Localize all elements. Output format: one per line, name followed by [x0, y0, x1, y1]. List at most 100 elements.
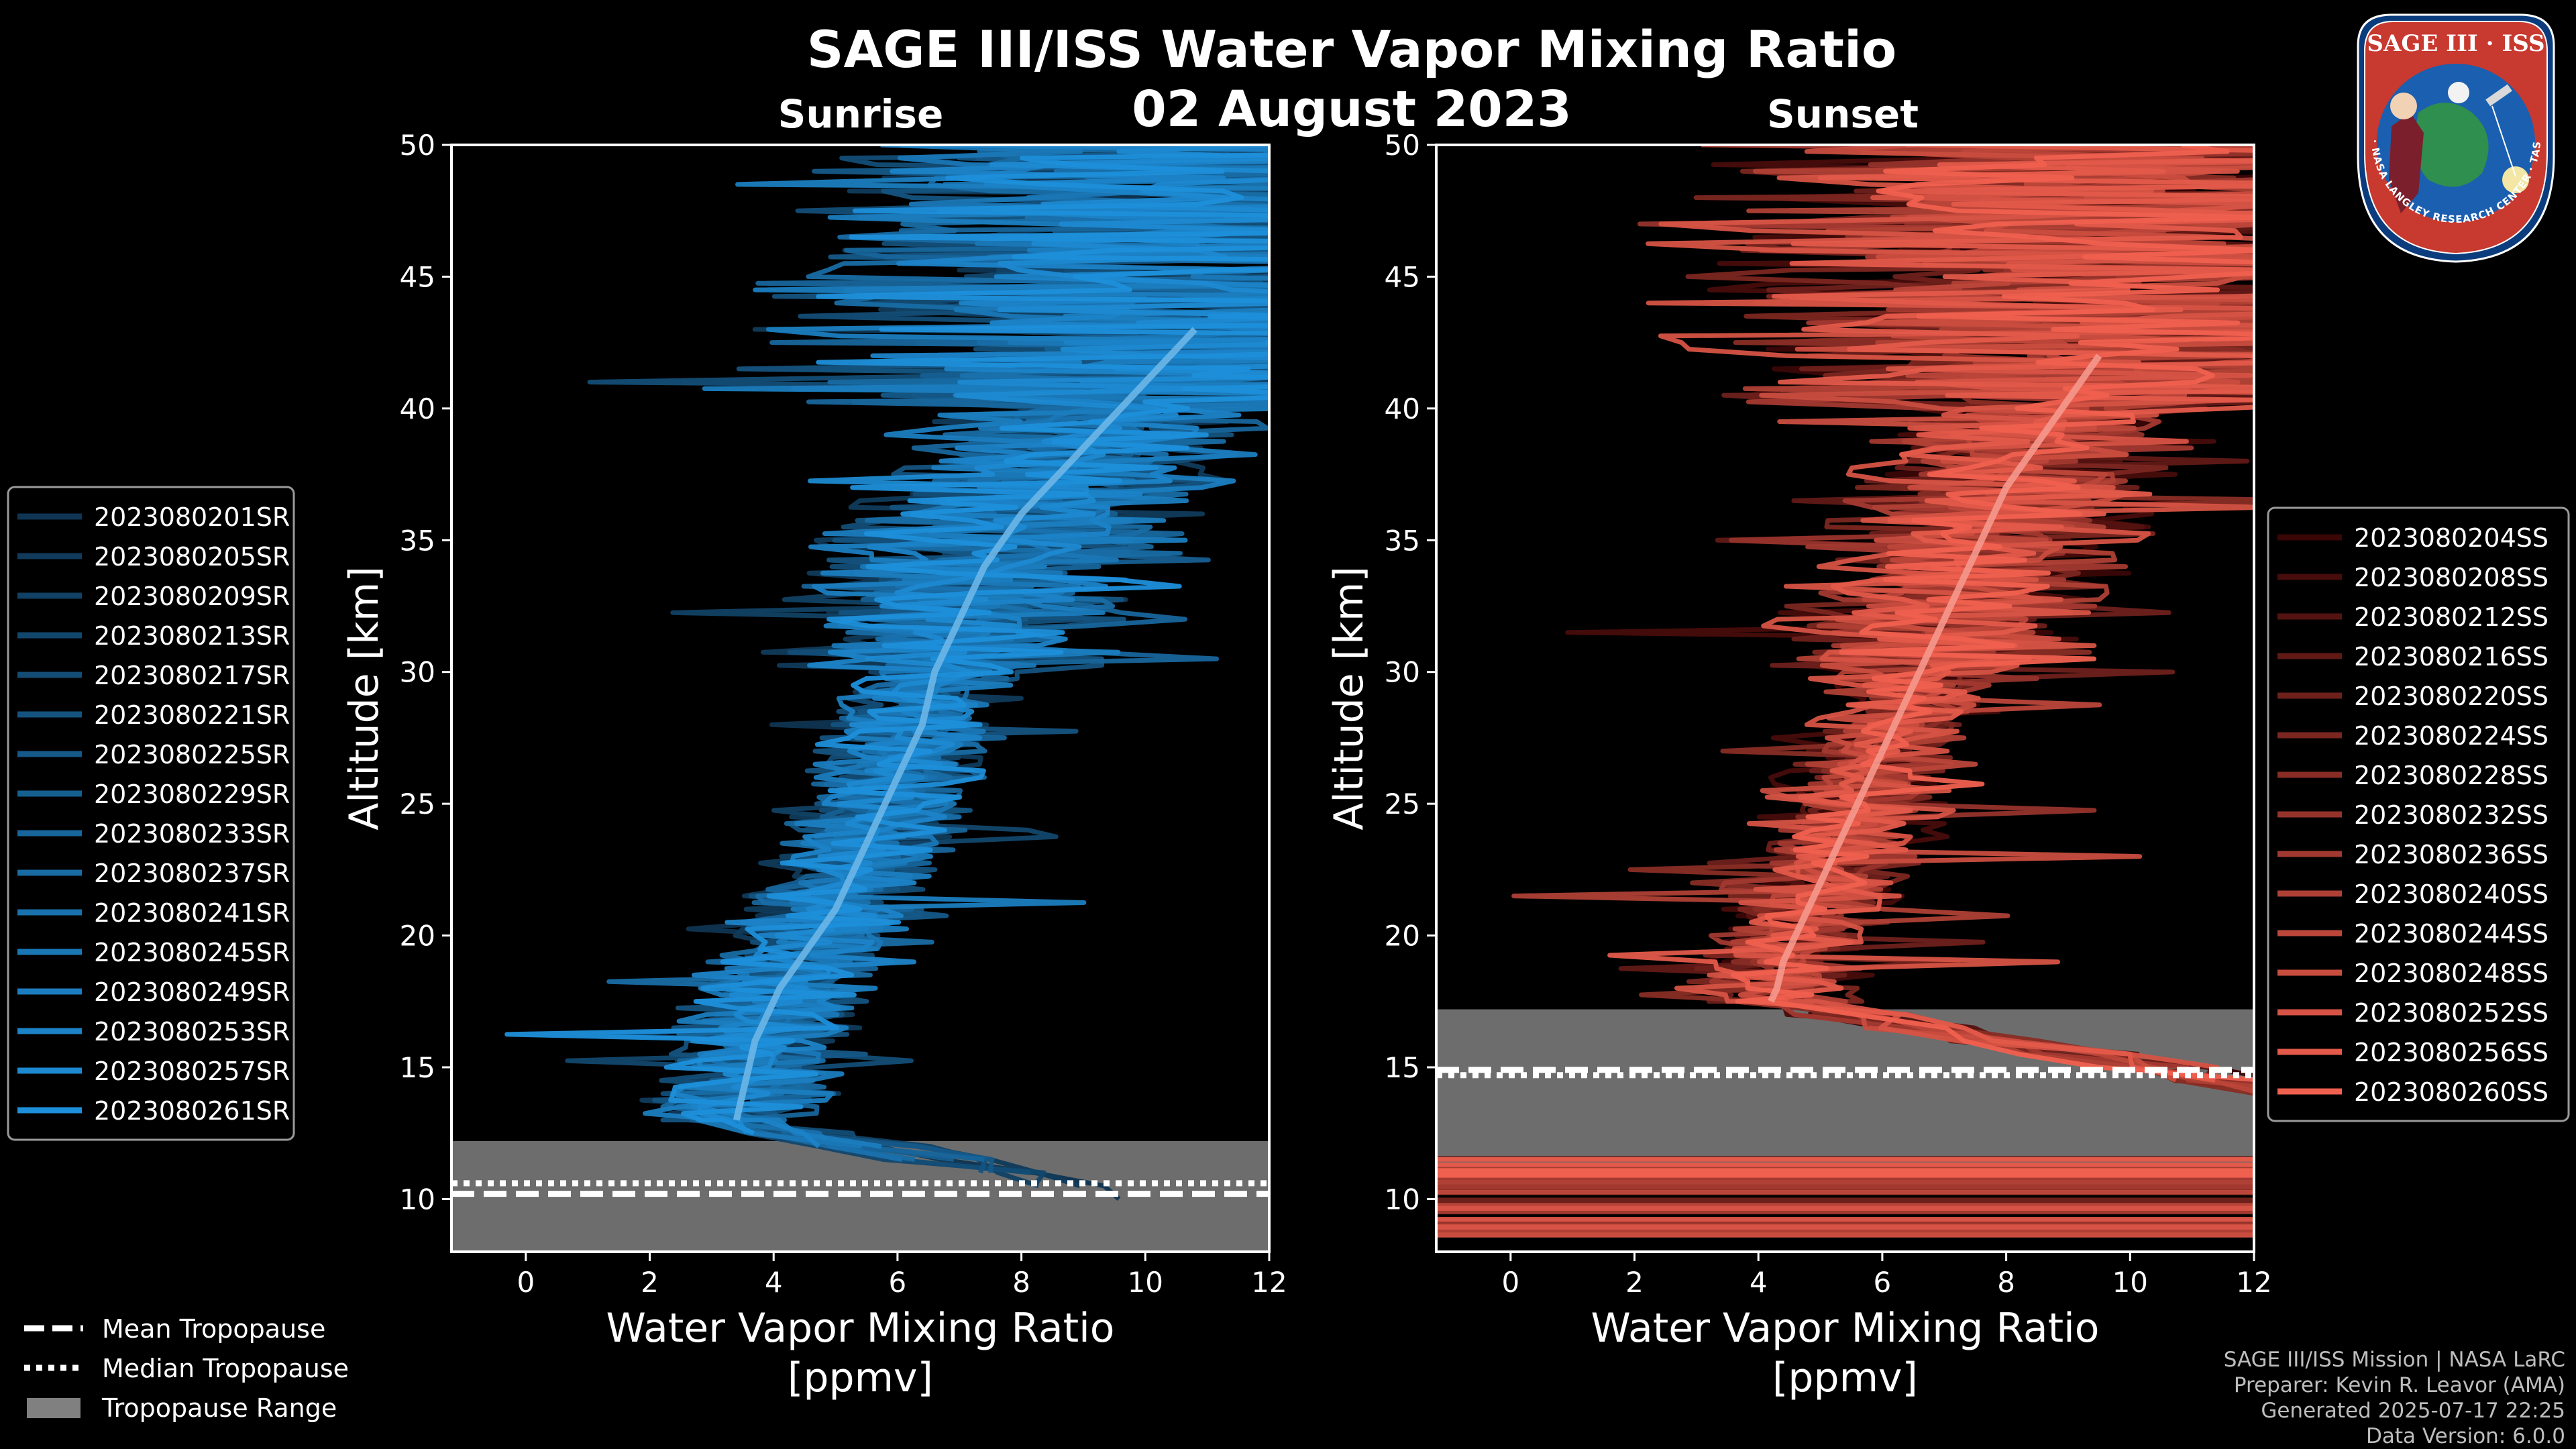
- legend-entry: 2023080256SS: [2354, 1038, 2548, 1067]
- legend-entry: 2023080237SR: [94, 859, 290, 888]
- profile-line-2023080261SR: [504, 152, 1269, 1136]
- y-tick-label: 30: [1385, 656, 1420, 689]
- y-tick-label: 35: [400, 524, 435, 557]
- y-tick-label: 40: [1385, 392, 1420, 425]
- sunrise-panel-title: Sunrise: [778, 91, 944, 137]
- x-tick-label: 4: [1750, 1266, 1768, 1299]
- y-tick-label: 10: [400, 1183, 435, 1216]
- y-tick-label: 35: [1385, 524, 1420, 557]
- x-axis-label: Water Vapor Mixing Ratio: [1591, 1305, 2100, 1352]
- legend-entry: 2023080240SS: [2354, 879, 2548, 909]
- legend-entry: 2023080244SS: [2354, 919, 2548, 949]
- y-axis-label: Altitude [km]: [341, 566, 388, 830]
- x-axis-label: Water Vapor Mixing Ratio: [606, 1305, 1115, 1352]
- x-tick-label: 8: [1997, 1266, 2015, 1299]
- legend-entry: 2023080229SR: [94, 780, 290, 809]
- x-tick-label: 12: [1251, 1266, 1287, 1299]
- credit-preparer: Preparer: Kevin R. Leavor (AMA): [2233, 1373, 2565, 1397]
- sunset-panel: 10 15 20 25 30 35 40 45 50 0 2 4 6 8 10 12 Water Vapor M…: [1326, 129, 2272, 1401]
- legend-entry: 2023080245SR: [94, 938, 290, 967]
- y-tick-label: 50: [400, 129, 435, 162]
- x-tick-label: 10: [2112, 1266, 2148, 1299]
- legend-entry: 2023080236SS: [2354, 840, 2548, 869]
- credit-data-version: Data Version: 6.0.0: [2365, 1424, 2565, 1448]
- legend-entry: 2023080257SR: [94, 1057, 290, 1086]
- tropopause-range-band: [1436, 1009, 2254, 1165]
- credit-generated: Generated 2025-07-17 22:25: [2261, 1399, 2565, 1423]
- sunset-legend: 2023080204SS 2023080208SS 2023080212SS 2023…: [2267, 506, 2570, 1122]
- y-axis-label: Altitude [km]: [1326, 566, 1373, 830]
- tropopause-legend: Mean Tropopause Median Tropopause Tropopau…: [24, 1314, 349, 1423]
- x-tick-label: 0: [517, 1266, 535, 1299]
- x-tick-label: 2: [1625, 1266, 1644, 1299]
- sunset-panel-title: Sunset: [1767, 91, 1919, 137]
- legend-entry: 2023080208SS: [2354, 563, 2548, 592]
- legend-entry: 2023080225SR: [94, 740, 290, 769]
- x-tick-label: 6: [889, 1266, 907, 1299]
- credits-block: SAGE III/ISS Mission | NASA LaRC Prepare…: [2224, 1347, 2565, 1449]
- legend-entry: 2023080221SR: [94, 700, 290, 730]
- median-tropopause-legend-label: Median Tropopause: [102, 1354, 349, 1383]
- plot-frame: [450, 144, 1271, 1253]
- x-tick-label: 6: [1874, 1266, 1892, 1299]
- legend-entry: 2023080260SS: [2354, 1077, 2548, 1107]
- x-tick-label: 8: [1012, 1266, 1030, 1299]
- legend-entry: 2023080209SR: [94, 582, 290, 611]
- legend-entry: 2023080249SR: [94, 977, 290, 1007]
- y-tick-label: 20: [400, 920, 435, 953]
- average-profile-line: [1768, 354, 2102, 1003]
- x-axis-label-unit: [ppmv]: [788, 1354, 933, 1401]
- legend-frame: [7, 486, 295, 1141]
- sunrise-panel: 10 15 20 25 30 35 40 45 50 0 2 4 6 8 10 12 Water Vapor M…: [341, 129, 1287, 1401]
- x-tick-label: 4: [765, 1266, 783, 1299]
- plot-area: [451, 145, 1269, 1252]
- sunrise-legend: 2023080201SR 2023080205SR 2023080209SR 2023…: [7, 486, 295, 1141]
- x-axis-label-unit: [ppmv]: [1772, 1354, 1918, 1401]
- legend-entry: 2023080205SR: [94, 542, 290, 572]
- y-tick-label: 10: [1385, 1183, 1420, 1216]
- legend-entry: 2023080216SS: [2354, 642, 2548, 672]
- x-tick-label: 0: [1501, 1266, 1519, 1299]
- legend-entry: 2023080248SS: [2354, 959, 2548, 988]
- y-tick-label: 45: [400, 260, 435, 293]
- y-tick-label: 30: [400, 656, 435, 689]
- y-tick-label: 15: [400, 1051, 435, 1084]
- chart-date: 02 August 2023: [1132, 80, 1572, 138]
- y-tick-label: 45: [1385, 260, 1420, 293]
- legend-entry: 2023080220SS: [2354, 682, 2548, 711]
- plot-frame: [1435, 144, 2255, 1253]
- legend-entry: 2023080224SS: [2354, 721, 2548, 751]
- y-tick-label: 20: [1385, 920, 1420, 953]
- legend-entry: 2023080228SS: [2354, 761, 2548, 790]
- y-tick-label: 15: [1385, 1051, 1420, 1084]
- legend-entry: 2023080253SR: [94, 1017, 290, 1046]
- profile-line-2023080256SS: [1607, 145, 2254, 1083]
- legend-entry: 2023080232SS: [2354, 800, 2548, 830]
- legend-entry: 2023080241SR: [94, 898, 290, 928]
- sage-mission-logo: SAGE III · ISS BALL · NASA LANGLEY RESEA…: [2341, 3, 2567, 264]
- y-tick-label: 25: [1385, 788, 1420, 820]
- tropopause-range-swatch: [27, 1398, 80, 1418]
- legend-entry: 2023080213SR: [94, 621, 290, 651]
- legend-frame: [2267, 506, 2570, 1122]
- legend-entry: 2023080212SS: [2354, 602, 2548, 632]
- profile-line-2023080252SS: [1646, 145, 2254, 1082]
- legend-entry: 2023080233SR: [94, 819, 290, 849]
- chart-title: SAGE III/ISS Water Vapor Mixing Ratio: [807, 19, 1897, 79]
- legend-entry: 2023080204SS: [2354, 523, 2548, 553]
- logo-title: SAGE III · ISS: [2367, 30, 2544, 57]
- x-tick-label: 12: [2236, 1266, 2271, 1299]
- legend-entry: 2023080261SR: [94, 1096, 290, 1126]
- credit-mission: SAGE III/ISS Mission | NASA LaRC: [2223, 1348, 2565, 1372]
- x-tick-label: 10: [1128, 1266, 1163, 1299]
- y-tick-label: 25: [400, 788, 435, 820]
- x-tick-label: 2: [641, 1266, 659, 1299]
- tropopause-range-legend-label: Tropopause Range: [101, 1393, 337, 1423]
- legend-entry: 2023080201SR: [94, 502, 290, 532]
- legend-entry: 2023080252SS: [2354, 998, 2548, 1028]
- average-profile-line: [733, 327, 1197, 1121]
- y-tick-label: 40: [400, 392, 435, 425]
- legend-entry: 2023080217SR: [94, 661, 290, 690]
- profile-line-2023080260SS: [1730, 145, 2254, 1082]
